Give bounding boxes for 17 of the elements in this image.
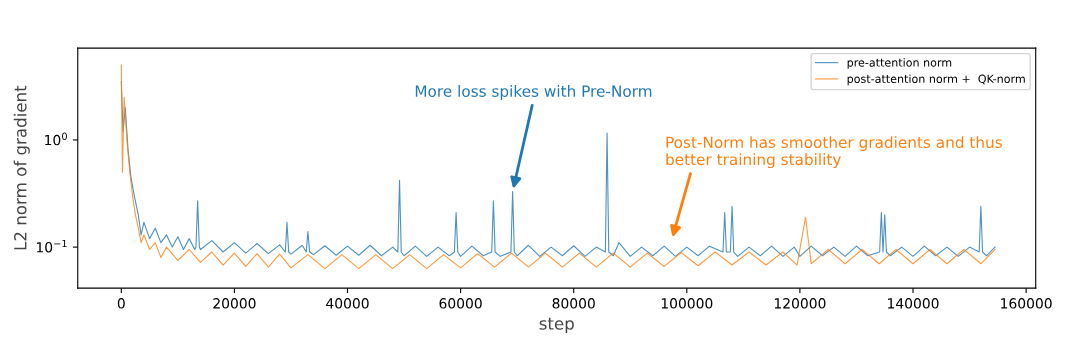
legend-label: post-attention norm + QK-norm [847, 74, 1025, 86]
y-axis-title: L2 norm of gradient [13, 85, 30, 250]
x-tick-label: 80000 [552, 298, 595, 309]
legend-label: pre-attention norm [847, 58, 952, 69]
annotation: Post-Norm has smoother gradients and thus better training stability [666, 136, 1002, 169]
annotation: More loss spikes with Pre-Norm [415, 85, 652, 100]
x-tick-label: 100000 [661, 298, 713, 309]
y-tick-label: 10$^{−1}$ [36, 239, 67, 253]
x-tick-label: 140000 [888, 298, 939, 309]
x-tick-label: 40000 [326, 298, 369, 309]
x-tick-label: 0 [117, 298, 125, 309]
x-tick-label: 60000 [439, 298, 482, 309]
x-tick-label: 20000 [213, 298, 256, 309]
x-tick-label: 120000 [774, 298, 826, 309]
x-axis-title: step [539, 317, 574, 333]
x-tick-label: 160000 [1001, 298, 1052, 309]
y-tick-label: 10$^{0}$ [45, 132, 67, 146]
